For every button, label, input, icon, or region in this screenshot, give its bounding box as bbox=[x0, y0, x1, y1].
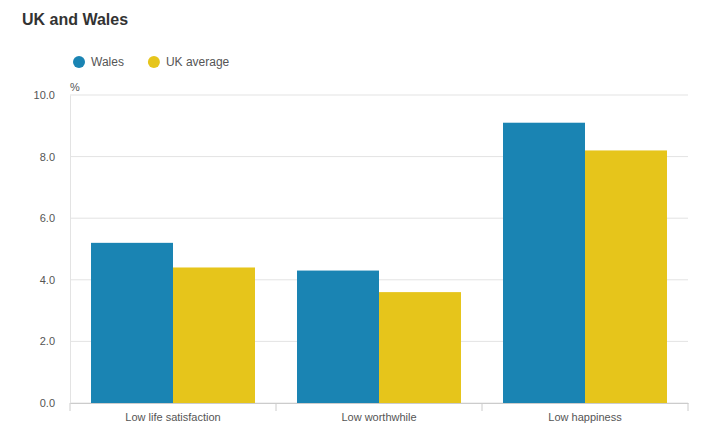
category-separators bbox=[70, 403, 688, 411]
title: UK and Wales bbox=[22, 11, 128, 28]
y-axis-line bbox=[70, 96, 71, 404]
bars bbox=[91, 123, 667, 403]
y-tick-label: 10.0 bbox=[34, 89, 55, 101]
legend-item: Wales bbox=[73, 55, 124, 69]
grid-line bbox=[70, 95, 688, 96]
legend-item: UK average bbox=[148, 55, 230, 69]
y-axis: 0.0 2.0 4.0 6.0 8.0 10.0 bbox=[34, 89, 71, 409]
y-tick: 10.0 bbox=[34, 89, 70, 101]
y-tick: 2.0 bbox=[40, 335, 70, 347]
x-tick-label: Low happiness bbox=[548, 411, 622, 423]
y-tick: 6.0 bbox=[40, 212, 70, 224]
category-separator bbox=[482, 403, 483, 411]
legend: Wales UK average bbox=[73, 55, 230, 69]
y-tick-label: 8.0 bbox=[40, 151, 55, 163]
y-tick-label: 4.0 bbox=[40, 274, 55, 286]
bar bbox=[503, 123, 585, 403]
y-tick-label: 2.0 bbox=[40, 335, 55, 347]
y-tick: 4.0 bbox=[40, 274, 70, 286]
bar bbox=[585, 150, 667, 403]
x-tick: Low life satisfaction bbox=[125, 403, 220, 423]
bar bbox=[297, 271, 379, 403]
x-axis: Low life satisfaction Low worthwhile Low h… bbox=[71, 403, 689, 423]
category-separator bbox=[688, 403, 689, 411]
bar bbox=[91, 243, 173, 403]
bar bbox=[173, 267, 255, 403]
y-axis-title: % bbox=[70, 81, 80, 93]
x-tick: Low worthwhile bbox=[341, 403, 416, 423]
category-separator bbox=[276, 403, 277, 411]
y-tick: 8.0 bbox=[40, 151, 70, 163]
legend-label: UK average bbox=[166, 55, 230, 69]
category-separator bbox=[70, 403, 71, 411]
x-tick: Low happiness bbox=[548, 403, 622, 423]
x-tick-label: Low worthwhile bbox=[341, 411, 416, 423]
chart: UK and Wales Wales UK average 0.0 2.0 4.0 6.0 8… bbox=[0, 0, 722, 442]
grid bbox=[70, 95, 688, 403]
y-tick: 0.0 bbox=[40, 397, 70, 409]
y-tick-label: 0.0 bbox=[40, 397, 55, 409]
y-tick-label: 6.0 bbox=[40, 212, 55, 224]
legend-label: Wales bbox=[91, 55, 124, 69]
x-tick-label: Low life satisfaction bbox=[125, 411, 220, 423]
legend-swatch bbox=[148, 56, 160, 68]
legend-swatch bbox=[73, 56, 85, 68]
bar bbox=[379, 292, 461, 403]
x-axis-line bbox=[71, 403, 689, 404]
